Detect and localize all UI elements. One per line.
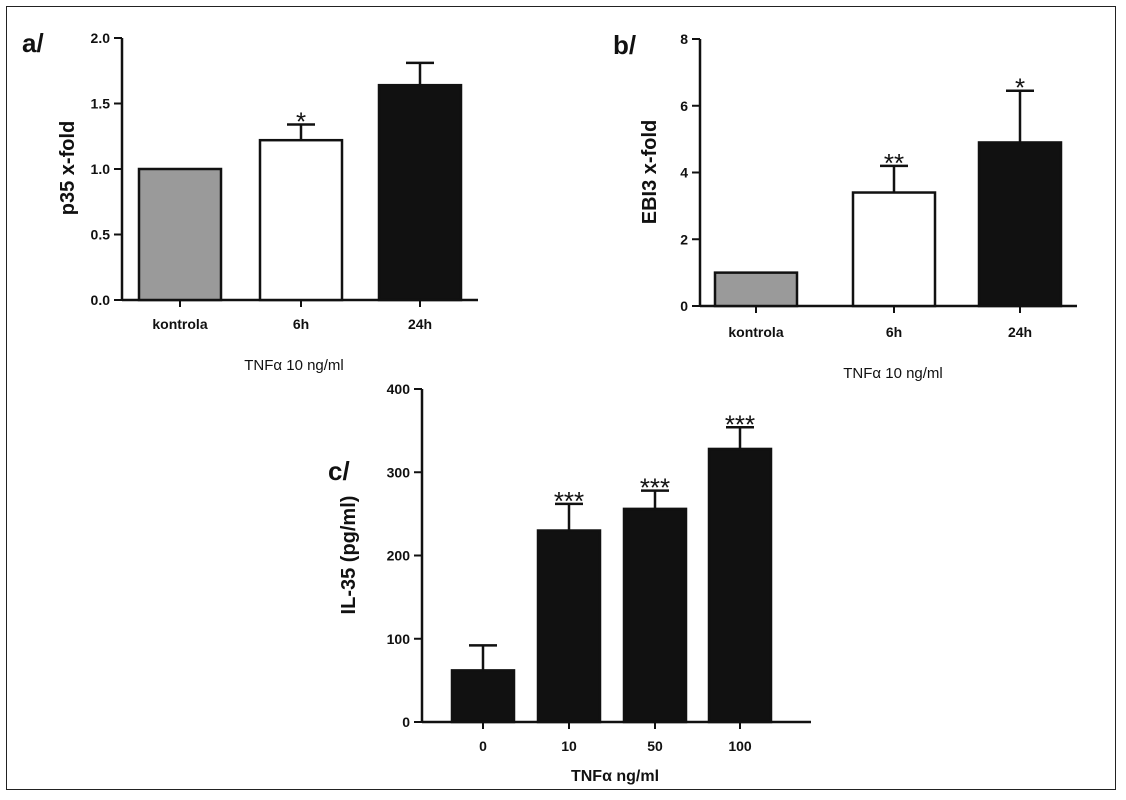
y-axis-label: p35 x-fold — [57, 121, 79, 215]
y-tick-label: 2.0 — [91, 30, 111, 46]
x-tick-label: 10 — [561, 738, 577, 754]
y-axis-label: IL-35 (pg/ml) — [338, 496, 360, 615]
y-tick-label: 2 — [680, 231, 688, 247]
x-tick-label: 50 — [647, 738, 663, 754]
significance-marker: ** — [884, 148, 904, 178]
bar — [713, 271, 799, 308]
bar — [536, 529, 602, 724]
bar — [137, 167, 223, 302]
y-tick-label: 0 — [402, 714, 410, 730]
significance-marker: * — [296, 106, 306, 136]
x-tick-label: 24h — [408, 316, 432, 332]
y-tick-label: 4 — [680, 165, 688, 181]
chart-panel-b: b/EBI3 x-fold 0 2 4 6 8 kontrola ** 6h * 24h TNFα 1… — [613, 30, 1077, 382]
chart-panel-a: a/p35 x-fold 0.0 0.5 1.0 1.5 2.0 kontrola * 6h 24… — [22, 28, 478, 374]
x-tick-label: 6h — [293, 316, 309, 332]
x-axis-label: TNFα 10 ng/ml — [843, 365, 943, 382]
x-tick-label: kontrola — [728, 324, 783, 340]
y-tick-label: 8 — [680, 31, 688, 47]
x-tick-label: 6h — [886, 324, 902, 340]
significance-marker: * — [1015, 73, 1025, 103]
panel-label: a/ — [22, 28, 44, 58]
bar — [450, 669, 516, 724]
y-axis-label: EBI3 x-fold — [639, 120, 661, 224]
y-tick-label: 1.5 — [91, 96, 111, 112]
panel-label: b/ — [613, 30, 636, 60]
x-axis-label: TNFα 10 ng/ml — [244, 357, 344, 374]
significance-marker: *** — [640, 473, 670, 503]
x-tick-label: 0 — [479, 738, 487, 754]
x-tick-label: 100 — [728, 738, 752, 754]
bar — [622, 507, 688, 724]
x-tick-label: 24h — [1008, 324, 1032, 340]
y-tick-label: 0 — [680, 298, 688, 314]
significance-marker: *** — [554, 486, 584, 516]
x-tick-label: kontrola — [152, 316, 207, 332]
y-tick-label: 1.0 — [91, 161, 111, 177]
y-tick-label: 400 — [387, 381, 411, 397]
bar — [977, 141, 1063, 308]
bar — [707, 447, 773, 724]
y-tick-label: 200 — [387, 548, 411, 564]
x-axis-label: TNFα ng/ml — [571, 768, 659, 785]
y-tick-label: 300 — [387, 464, 411, 480]
y-tick-label: 6 — [680, 98, 688, 114]
bar — [377, 83, 463, 302]
bar — [851, 191, 937, 308]
significance-marker: *** — [725, 409, 755, 439]
bar — [258, 138, 344, 302]
y-tick-label: 0.0 — [91, 292, 111, 308]
y-tick-label: 100 — [387, 631, 411, 647]
panel-label: c/ — [328, 456, 350, 486]
chart-panel-c: c/IL-35 (pg/ml) 0 100 200 300 400 0 *** 10 *** 50 *… — [328, 381, 811, 785]
y-tick-label: 0.5 — [91, 227, 111, 243]
